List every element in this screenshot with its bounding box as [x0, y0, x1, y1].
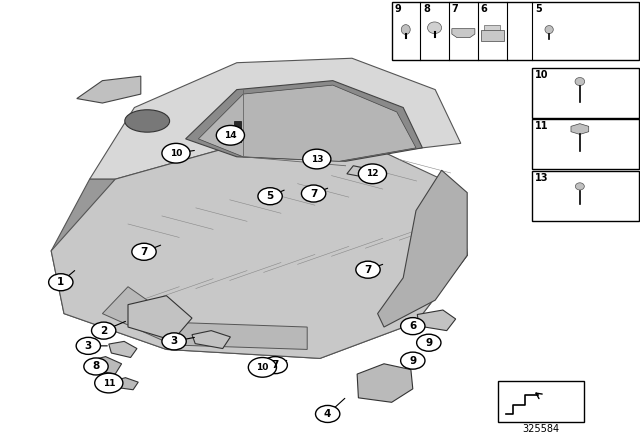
Bar — [481, 30, 504, 41]
Polygon shape — [378, 170, 467, 327]
Ellipse shape — [575, 78, 585, 86]
Text: 7: 7 — [310, 189, 317, 198]
Circle shape — [303, 149, 331, 169]
Circle shape — [258, 188, 282, 205]
Text: 10: 10 — [170, 149, 182, 158]
Circle shape — [162, 143, 190, 163]
Bar — [532, 171, 639, 221]
Polygon shape — [192, 331, 230, 349]
Text: 8: 8 — [423, 4, 430, 14]
Circle shape — [417, 334, 441, 351]
Text: 1: 1 — [57, 277, 65, 287]
Polygon shape — [102, 287, 307, 349]
Polygon shape — [347, 166, 369, 177]
Ellipse shape — [125, 110, 170, 132]
Polygon shape — [77, 76, 141, 103]
Text: 11: 11 — [535, 121, 548, 131]
Bar — [532, 119, 639, 169]
Text: 9: 9 — [409, 356, 417, 366]
Bar — [532, 68, 639, 118]
Polygon shape — [452, 29, 475, 38]
Polygon shape — [109, 341, 137, 358]
Circle shape — [401, 318, 425, 335]
Text: 5: 5 — [535, 4, 542, 14]
Text: 14: 14 — [224, 131, 237, 140]
Circle shape — [301, 185, 326, 202]
Circle shape — [95, 373, 123, 393]
Circle shape — [358, 164, 387, 184]
Text: 13: 13 — [535, 173, 548, 183]
Text: 7: 7 — [452, 4, 459, 14]
Polygon shape — [51, 143, 467, 358]
Text: 3: 3 — [84, 341, 92, 351]
Text: 325584: 325584 — [522, 424, 559, 434]
Text: 3: 3 — [170, 336, 178, 346]
Ellipse shape — [575, 183, 584, 190]
Polygon shape — [114, 378, 138, 390]
Ellipse shape — [401, 25, 410, 34]
Polygon shape — [90, 58, 461, 179]
Text: 2: 2 — [100, 326, 108, 336]
Text: 7: 7 — [364, 265, 372, 275]
Text: 9: 9 — [425, 338, 433, 348]
Circle shape — [162, 333, 186, 350]
Polygon shape — [51, 143, 467, 358]
Circle shape — [84, 358, 108, 375]
Polygon shape — [357, 364, 413, 402]
Circle shape — [216, 125, 244, 145]
Text: 6: 6 — [481, 4, 488, 14]
Text: 13: 13 — [310, 155, 323, 164]
Text: 10: 10 — [535, 70, 548, 80]
Text: 6: 6 — [409, 321, 417, 331]
Polygon shape — [91, 357, 122, 374]
Text: 12: 12 — [366, 169, 379, 178]
Text: 4: 4 — [324, 409, 332, 419]
Polygon shape — [417, 310, 456, 331]
Bar — [392, 2, 639, 60]
Bar — [498, 381, 584, 422]
Circle shape — [316, 405, 340, 422]
Text: 5: 5 — [266, 191, 274, 201]
Polygon shape — [128, 296, 192, 340]
Bar — [234, 121, 241, 142]
Circle shape — [356, 261, 380, 278]
Text: 9: 9 — [394, 4, 401, 14]
Polygon shape — [51, 179, 115, 251]
Circle shape — [76, 337, 100, 354]
Text: 10: 10 — [256, 363, 269, 372]
Text: 11: 11 — [102, 379, 115, 388]
Circle shape — [401, 352, 425, 369]
Circle shape — [49, 274, 73, 291]
Circle shape — [248, 358, 276, 377]
Polygon shape — [186, 81, 422, 161]
Ellipse shape — [545, 26, 553, 34]
Polygon shape — [571, 124, 589, 134]
Bar — [484, 25, 500, 30]
Circle shape — [92, 322, 116, 339]
Circle shape — [132, 243, 156, 260]
Circle shape — [263, 357, 287, 374]
Text: 7: 7 — [271, 360, 279, 370]
Text: 8: 8 — [92, 362, 100, 371]
Text: 7: 7 — [140, 247, 148, 257]
Ellipse shape — [428, 22, 442, 34]
Polygon shape — [198, 85, 416, 161]
